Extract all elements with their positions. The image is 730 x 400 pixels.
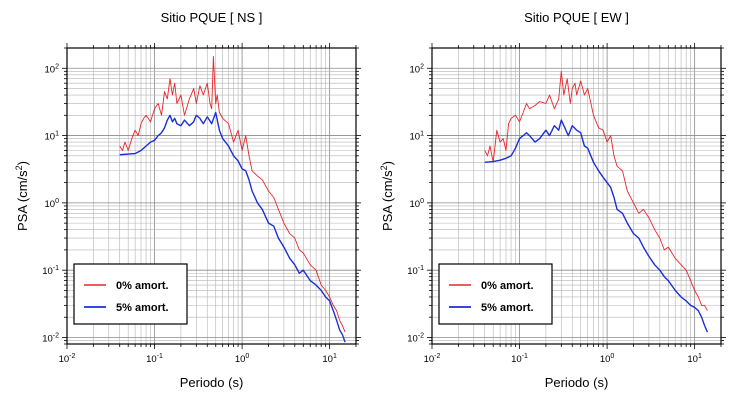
- y-tick-label: 101: [45, 131, 60, 143]
- legend-box: [73, 263, 188, 325]
- x-tick-base: 10: [146, 354, 157, 365]
- y-tick-label: 10-1: [42, 265, 59, 277]
- x-tick-base: 10: [235, 354, 246, 365]
- y-tick-exp: 0: [420, 198, 424, 205]
- x-tick-label: 10-2: [59, 353, 76, 365]
- plot-frame: [431, 47, 722, 345]
- y-tick-label: 102: [45, 63, 60, 75]
- legend-label: 5% amort.: [481, 302, 534, 314]
- legend: 0% amort. 5% amort.: [438, 263, 553, 325]
- x-tick-exp: -2: [434, 353, 440, 360]
- legend-label: 5% amort.: [116, 302, 169, 314]
- y-tick-base: 10: [410, 132, 421, 143]
- x-tick-exp: 0: [610, 353, 614, 360]
- x-tick-exp: 1: [333, 353, 337, 360]
- y-tick-exp: -1: [418, 265, 424, 272]
- plot-frame: [66, 47, 357, 345]
- series-line-1: [119, 111, 346, 343]
- chart-title: Sitio PQUE [ EW ]: [524, 10, 629, 25]
- y-tick-base: 10: [45, 64, 56, 75]
- y-tick-exp: -2: [53, 332, 59, 339]
- y-tick-base: 10: [407, 266, 418, 277]
- y-tick-label: 10-1: [407, 265, 424, 277]
- y-tick-label: 101: [410, 131, 425, 143]
- x-axis-label: Periodo (s): [180, 375, 244, 390]
- legend-label: 0% amort.: [481, 280, 534, 292]
- x-tick-label: 100: [235, 353, 250, 365]
- x-tick-exp: -1: [157, 353, 163, 360]
- tick-marks: [62, 43, 361, 349]
- y-tick-label: 10-2: [42, 332, 59, 344]
- y-tick-base: 10: [45, 199, 56, 210]
- y-tick-exp: -2: [418, 332, 424, 339]
- x-tick-base: 10: [59, 354, 70, 365]
- y-tick-base: 10: [42, 333, 53, 344]
- y-tick-base: 10: [410, 199, 421, 210]
- x-tick-base: 10: [424, 354, 435, 365]
- x-tick-base: 10: [511, 354, 522, 365]
- x-axis-label: Periodo (s): [545, 375, 609, 390]
- y-tick-base: 10: [410, 64, 421, 75]
- y-tick-label: 100: [45, 198, 60, 210]
- y-tick-label: 102: [410, 63, 425, 75]
- y-tick-base: 10: [407, 333, 418, 344]
- y-tick-label: 100: [410, 198, 425, 210]
- y-tick-exp: 2: [420, 63, 424, 70]
- y-axis-label-exp: 2: [14, 165, 24, 170]
- x-tick-base: 10: [687, 354, 698, 365]
- x-tick-label: 101: [322, 353, 337, 365]
- x-tick-base: 10: [600, 354, 611, 365]
- y-axis-label-base: PSA (cm/s: [15, 170, 30, 231]
- y-tick-exp: 1: [420, 131, 424, 138]
- tick-marks: [427, 43, 726, 349]
- y-axis-label-exp: 2: [379, 165, 389, 170]
- series-line-0: [484, 70, 708, 311]
- x-tick-exp: 0: [245, 353, 249, 360]
- y-axis-label: PSA (cm/s2): [379, 161, 395, 231]
- x-tick-base: 10: [322, 354, 333, 365]
- y-tick-label: 10-2: [407, 332, 424, 344]
- y-tick-exp: -1: [53, 265, 59, 272]
- x-tick-label: 101: [687, 353, 702, 365]
- y-tick-exp: 1: [55, 131, 59, 138]
- y-tick-exp: 0: [55, 198, 59, 205]
- x-tick-exp: -2: [69, 353, 75, 360]
- y-tick-base: 10: [42, 266, 53, 277]
- y-tick-base: 10: [45, 132, 56, 143]
- y-axis-label-end: ): [380, 161, 395, 165]
- y-axis-label-base: PSA (cm/s: [380, 170, 395, 231]
- x-tick-exp: -1: [522, 353, 528, 360]
- legend: 0% amort. 5% amort.: [73, 263, 188, 325]
- legend-label: 0% amort.: [116, 280, 169, 292]
- chart-title: Sitio PQUE [ NS ]: [161, 10, 263, 25]
- x-tick-label: 10-2: [424, 353, 441, 365]
- series-line-1: [484, 119, 709, 333]
- y-axis-label: PSA (cm/s2): [14, 161, 30, 231]
- y-tick-exp: 2: [55, 63, 59, 70]
- series-line-0: [119, 55, 346, 333]
- x-tick-label: 10-1: [511, 353, 528, 365]
- x-tick-label: 100: [600, 353, 615, 365]
- y-axis-label-end: ): [15, 161, 30, 165]
- legend-box: [438, 263, 553, 325]
- x-tick-exp: 1: [698, 353, 702, 360]
- x-tick-label: 10-1: [146, 353, 163, 365]
